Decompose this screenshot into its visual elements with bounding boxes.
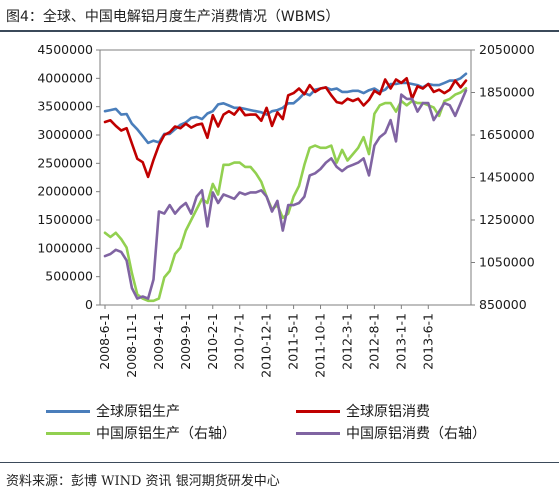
x-axis-tick-label: 2010-7-1 (232, 313, 247, 370)
x-axis-tick-label: 2009-9-1 (178, 313, 193, 370)
legend-label: 中国原铝消费（右轴） (346, 426, 486, 442)
right-axis-tick-label: 1050000 (479, 255, 535, 270)
legend-label: 中国原铝生产（右轴） (96, 426, 236, 442)
series-line-2 (103, 86, 468, 303)
legend-swatch (46, 431, 90, 435)
legend-item-china-consumption: 中国原铝消费（右轴） (296, 424, 486, 442)
series-line-3 (103, 89, 468, 300)
x-axis-tick-label: 2011-5-1 (286, 313, 301, 370)
left-axis-tick-label: 4000000 (37, 70, 93, 85)
x-axis-tick-label: 2013-6-1 (420, 313, 435, 370)
left-axis-tick-label: 4500000 (37, 42, 93, 57)
x-axis-tick-label: 2011-10-1 (313, 313, 328, 378)
source-divider (0, 462, 559, 463)
left-axis-tick-label: 2500000 (37, 155, 93, 170)
title-divider (0, 30, 559, 32)
x-axis-tick-label: 2012-3-1 (339, 313, 354, 370)
chart-plot: 0 500000 1000000 1500000 2000000 2500000 30000… (37, 42, 535, 378)
series-line-1 (103, 76, 468, 179)
x-axis-tick-label: 2008-6-1 (97, 313, 112, 370)
x-axis-tick-label: 2008-11-1 (124, 313, 139, 378)
chart-title: 图4：全球、中国电解铝月度生产消费情况（WBMS） (6, 9, 340, 25)
legend-item-china-production: 中国原铝生产（右轴） (46, 424, 236, 442)
right-axis-tick-label: 1250000 (479, 212, 535, 227)
legend-swatch (296, 431, 340, 435)
left-axis-tick-label: 0 (85, 297, 93, 312)
left-axis-tick-label: 1000000 (37, 240, 93, 255)
right-axis-tick-label: 2050000 (479, 42, 535, 57)
right-axis-tick-label: 850000 (479, 297, 527, 312)
left-axis-tick-label: 2000000 (37, 184, 93, 199)
left-axis-tick-label: 3000000 (37, 127, 93, 142)
x-axis-tick-label: 2010-2-1 (205, 313, 220, 370)
x-axis-tick-label: 2009-4-1 (151, 313, 166, 370)
right-axis-tick-label: 1850000 (479, 85, 535, 100)
legend-swatch (46, 409, 90, 413)
right-axis-tick-label: 1650000 (479, 127, 535, 142)
left-axis-tick-label: 3500000 (37, 99, 93, 114)
legend-label: 全球原铝消费 (346, 404, 430, 420)
legend-item-global-consumption: 全球原铝消费 (296, 402, 430, 420)
legend-label: 全球原铝生产 (96, 404, 180, 420)
x-axis-tick-label: 2010-12-1 (259, 313, 274, 378)
left-axis-tick-label: 500000 (45, 269, 93, 284)
legend-item-global-production: 全球原铝生产 (46, 402, 180, 420)
x-axis-tick-label: 2012-8-1 (366, 313, 381, 370)
left-axis-tick-label: 1500000 (37, 212, 93, 227)
x-axis-tick-label: 2013-1-1 (393, 313, 408, 370)
source-note: 资料来源：彭博 WIND 资讯 银河期货研发中心 (6, 474, 280, 489)
right-axis-tick-label: 1450000 (479, 170, 535, 185)
legend-swatch (296, 409, 340, 413)
